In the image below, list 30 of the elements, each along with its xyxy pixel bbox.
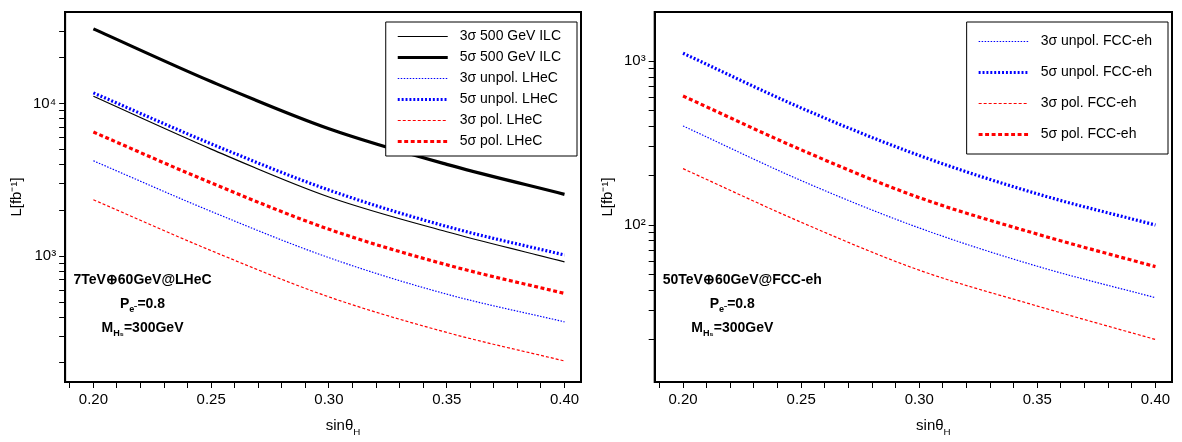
- y-tick-label: 10²: [623, 215, 646, 233]
- legend-label: 3σ pol. FCC-eh: [1040, 94, 1137, 111]
- x-tick-label: 0.40: [1140, 390, 1171, 408]
- x-tick-label: 0.30: [904, 390, 934, 408]
- y-axis-title: L[fb⁻¹]: [7, 177, 25, 217]
- legend-label: 3σ unpol. LHeC: [459, 69, 558, 86]
- x-tick-label: 0.35: [432, 390, 462, 408]
- y-tick-label: 10⁴: [32, 93, 57, 111]
- annotation: 50TeV⊕60GeV@FCC-eh: [662, 270, 822, 287]
- x-tick-label: 0.30: [314, 390, 344, 408]
- y-tick-label: 10³: [623, 51, 646, 69]
- x-tick-label: 0.20: [668, 390, 698, 408]
- legend-label: 5σ unpol. LHeC: [459, 90, 558, 107]
- line-series: [681, 94, 1158, 269]
- y-tick-label: 10³: [34, 246, 57, 264]
- x-tick-label: 0.35: [1022, 390, 1052, 408]
- legend-label: 3σ 500 GeV ILC: [459, 27, 562, 44]
- legend-label: 5σ pol. LHeC: [459, 132, 543, 149]
- legend-label: 3σ unpol. FCC-eh: [1040, 32, 1152, 49]
- x-tick-label: 0.25: [786, 390, 816, 408]
- annotation: 7TeV⊕60GeV@LHeC: [73, 270, 212, 287]
- legend-label: 5σ pol. FCC-eh: [1040, 125, 1137, 142]
- x-tick-label: 0.25: [196, 390, 226, 408]
- legend-label: 3σ pol. LHeC: [459, 111, 543, 128]
- x-tick-label: 0.40: [549, 390, 580, 408]
- line-series: [681, 51, 1158, 227]
- legend-label: 5σ 500 GeV ILC: [459, 48, 562, 65]
- legend-label: 5σ unpol. FCC-eh: [1040, 63, 1152, 80]
- y-axis-title: L[fb⁻¹]: [598, 177, 616, 217]
- x-tick-label: 0.20: [78, 390, 108, 408]
